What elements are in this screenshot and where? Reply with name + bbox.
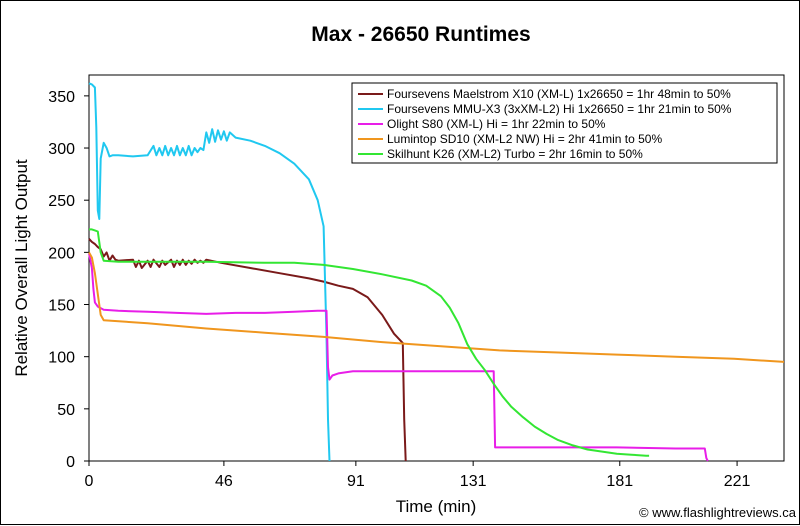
x-tick-label: 0: [85, 473, 94, 490]
y-tick-label: 200: [48, 245, 75, 262]
y-tick-label: 350: [48, 89, 75, 106]
chart-title: Max - 26650 Runtimes: [311, 23, 530, 46]
x-axis-ticks: 0 46 91 131 181 221: [85, 461, 751, 490]
legend-entry: Skilhunt K26 (XM-L2) Turbo = 2hr 16min t…: [387, 147, 643, 161]
legend-entry: Olight S80 (XM-L) Hi = 1hr 22min to 50%: [387, 117, 606, 131]
x-tick-label: 91: [347, 473, 365, 490]
y-axis-ticks: 0 50 100 150 200 250 300 350: [48, 89, 89, 471]
legend-box: [351, 82, 778, 164]
legend: Foursevens Maelstrom X10 (XM-L) 1x26650 …: [351, 82, 778, 164]
series-line-2: [88, 82, 331, 462]
x-tick-label: 181: [606, 473, 633, 490]
y-tick-label: 100: [48, 350, 75, 367]
series-line-4: [88, 251, 785, 363]
x-tick-label: 131: [460, 473, 487, 490]
legend-entry: Foursevens Maelstrom X10 (XM-L) 1x26650 …: [387, 87, 731, 101]
legend-entry: Foursevens MMU-X3 (3xXM-L2) Hi 1x26650 =…: [387, 102, 732, 116]
x-axis-label: Time (min): [396, 497, 477, 516]
y-tick-label: 300: [48, 141, 75, 158]
y-tick-label: 50: [57, 402, 75, 419]
y-tick-label: 0: [66, 454, 75, 471]
x-tick-label: 46: [215, 473, 233, 490]
y-tick-label: 250: [48, 193, 75, 210]
series-lines: [88, 82, 785, 462]
y-tick-label: 150: [48, 298, 75, 315]
x-tick-label: 221: [724, 473, 751, 490]
legend-entry: Lumintop SD10 (XM-L2 NW) Hi = 2hr 41min …: [387, 132, 662, 146]
series-line-5: [89, 228, 650, 457]
watermark: © www.flashlightreviews.ca: [639, 505, 797, 520]
y-axis-label: Relative Overall Light Output: [12, 159, 31, 377]
series-line-3: [88, 253, 709, 462]
